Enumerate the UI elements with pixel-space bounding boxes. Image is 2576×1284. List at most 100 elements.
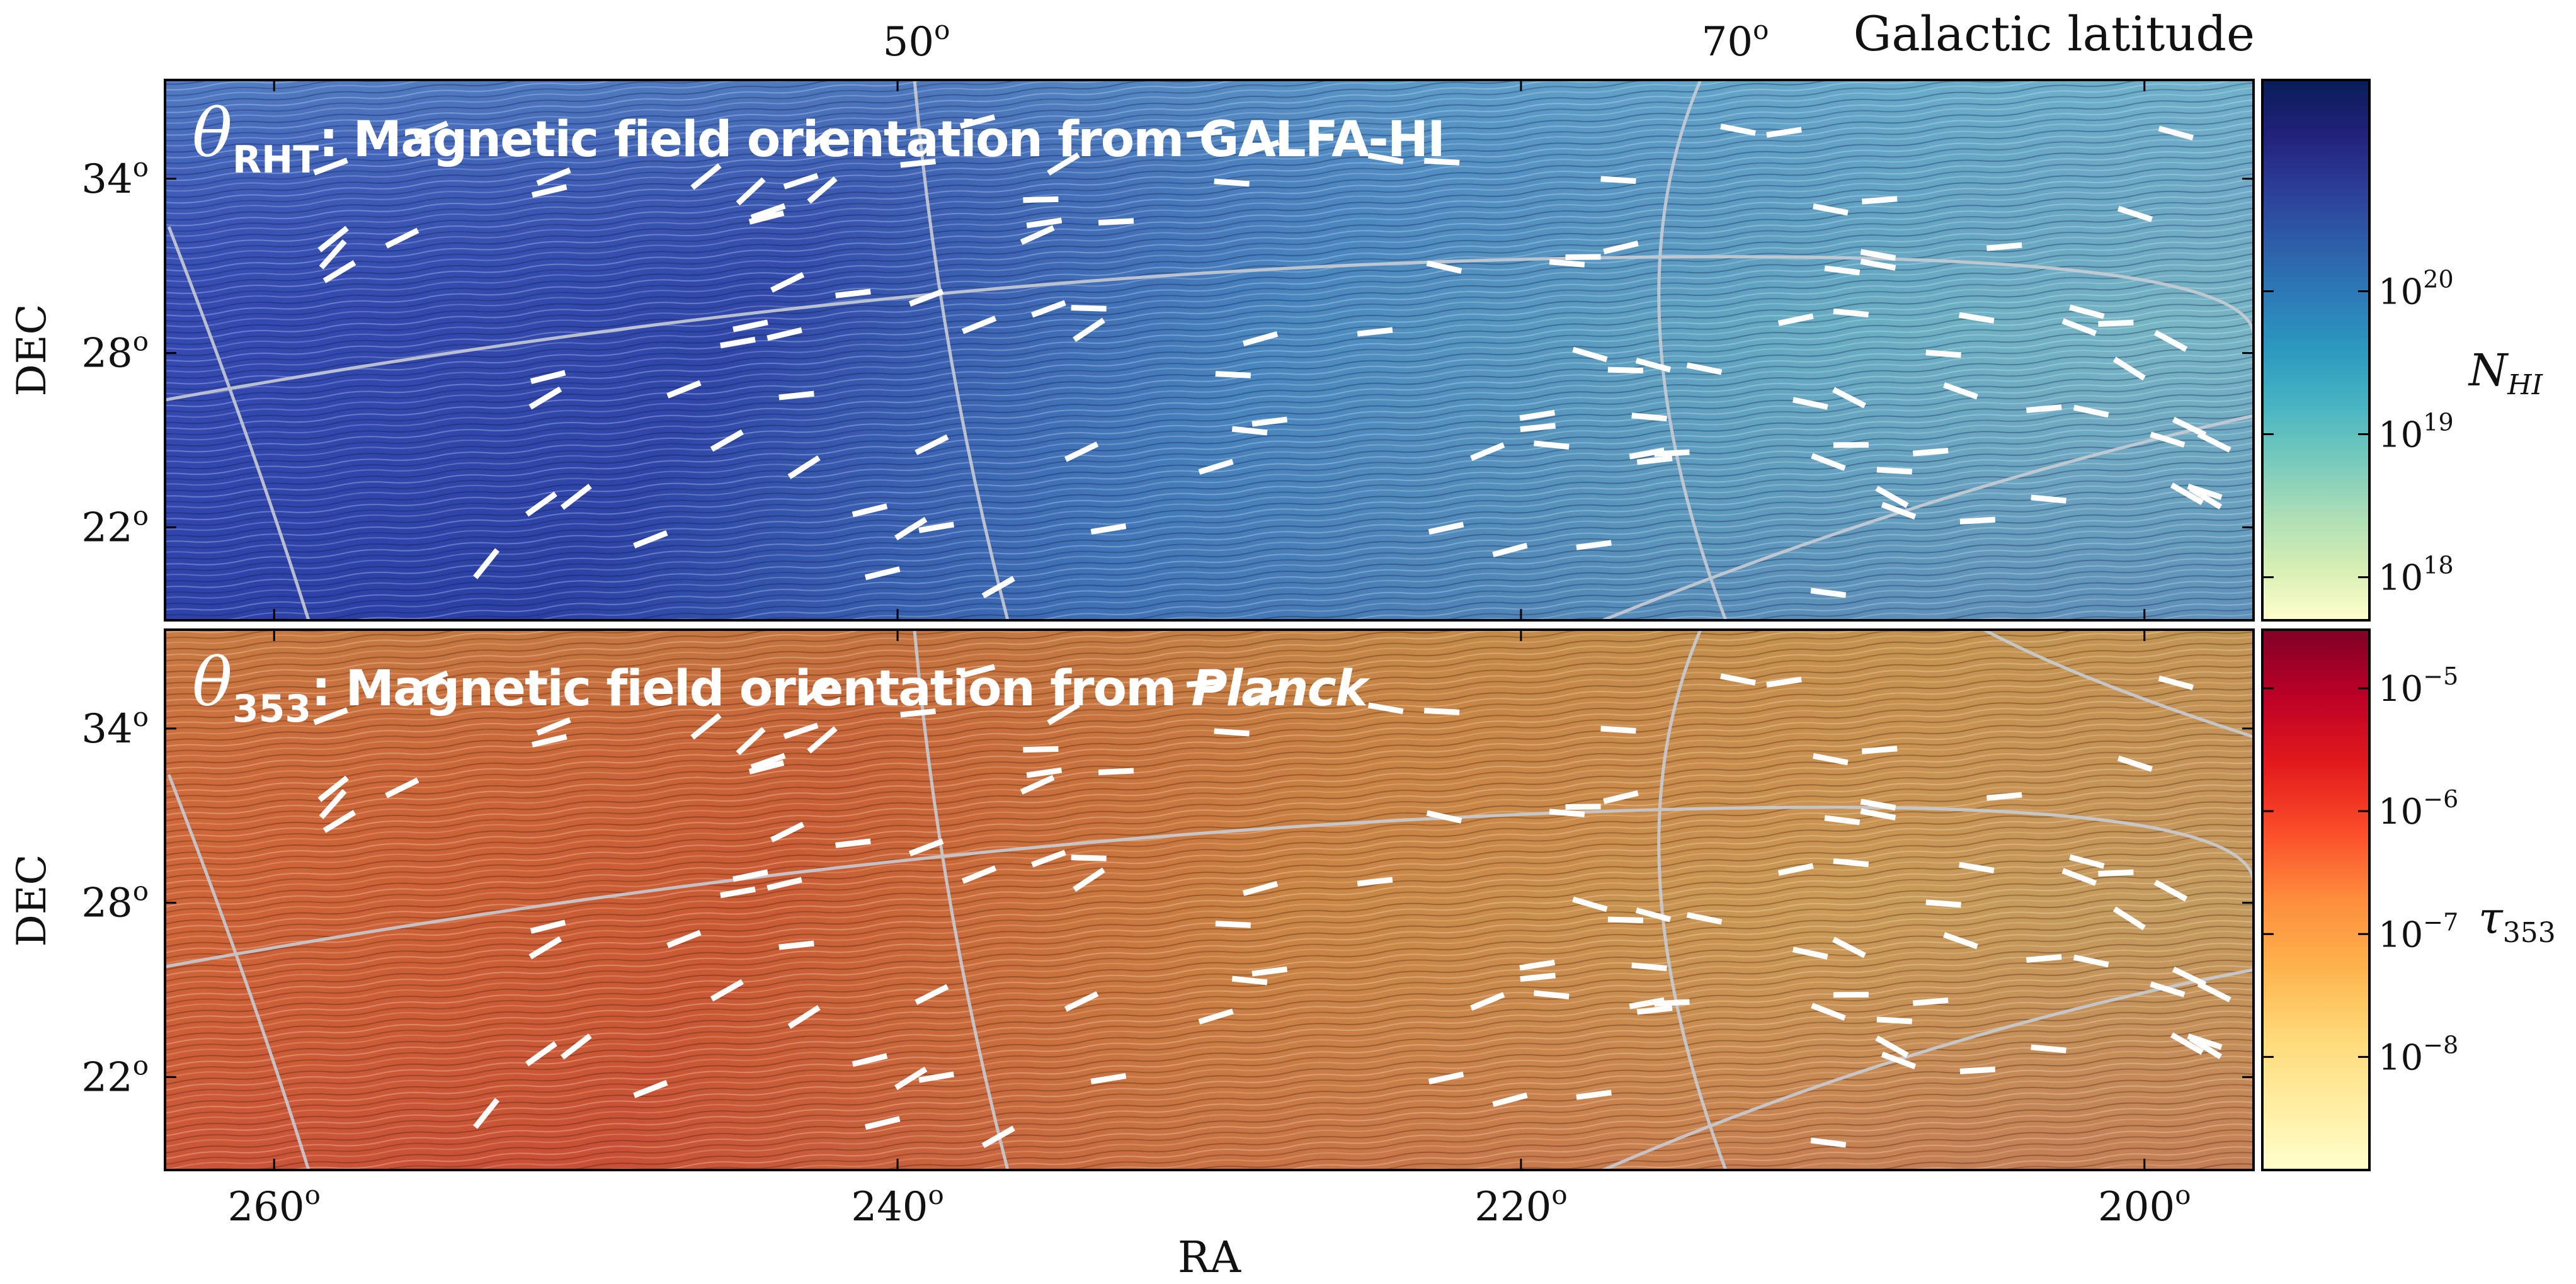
- polarization-segment: [1912, 997, 1949, 1006]
- polarization-segment: [2189, 1036, 2223, 1059]
- polarization-segment: [736, 177, 766, 206]
- polarization-segment: [1986, 242, 2022, 251]
- polarization-segment: [1071, 855, 1107, 861]
- bottom-colorbar-ticks: 10−5 10−6 10−7 10−8: [2262, 662, 2458, 1078]
- polarization-segment: [1832, 936, 1866, 958]
- polarization-segment: [536, 168, 571, 186]
- polarization-segment: [2170, 482, 2204, 506]
- polarization-segment: [900, 158, 936, 168]
- polarization-segment: [317, 775, 349, 802]
- polarization-segment: [319, 789, 347, 819]
- polarization-segment: [1098, 768, 1134, 776]
- polarization-segment: [1572, 896, 1608, 912]
- polarization-segment: [732, 319, 768, 332]
- polarization-segment: [1071, 305, 1107, 312]
- polarization-segment: [2172, 417, 2207, 438]
- polarization-segment: [1520, 972, 1556, 982]
- polarization-segment: [981, 1125, 1015, 1149]
- bottom-polarization-segments: [313, 664, 2231, 1149]
- polarization-segment: [2026, 954, 2062, 963]
- polarization-segment: [1629, 447, 1665, 460]
- polarization-segment: [1875, 486, 1909, 508]
- polarization-segment: [690, 713, 722, 740]
- polarization-segment: [1811, 1003, 1846, 1021]
- polarization-segment: [1766, 127, 1802, 138]
- polarization-segment: [2061, 868, 2097, 886]
- polarization-segment: [413, 670, 448, 690]
- polarization-segment: [1686, 362, 1723, 375]
- polarization-segment: [1426, 260, 1462, 274]
- polarization-segment: [1214, 178, 1250, 187]
- polarization-segment: [1428, 521, 1464, 535]
- y-tick-label: 28o: [81, 326, 149, 377]
- polarization-segment: [1811, 453, 1846, 471]
- polarization-segment: [1090, 523, 1127, 535]
- polarization-segment: [1534, 440, 1570, 450]
- polarization-segment: [1572, 346, 1608, 363]
- polarization-segment: [1813, 203, 1849, 216]
- colorbar-tick-label: 1019: [2378, 409, 2454, 456]
- top-colorbar-gradient: [2262, 80, 2369, 620]
- top-panel: θRHT: Magnetic field orientation from GA…: [9, 79, 2255, 622]
- polarization-segment: [710, 429, 744, 452]
- polarization-segment: [530, 370, 566, 384]
- polarization-segment: [1064, 991, 1099, 1012]
- polarization-segment: [1876, 1016, 1913, 1025]
- polarization-segment: [525, 491, 557, 517]
- polarization-segment: [322, 260, 356, 283]
- polarization-segment: [1231, 426, 1268, 436]
- polarization-segment: [1861, 746, 1898, 754]
- polarization-segment: [2031, 494, 2066, 504]
- polarization-segment: [1876, 467, 1913, 475]
- polarization-segment: [2112, 906, 2146, 931]
- polarization-segment: [1833, 308, 1869, 318]
- y-tick-label: 34o: [81, 152, 149, 203]
- polarization-segment: [1600, 725, 1636, 734]
- polarization-segment: [1520, 423, 1556, 433]
- polarization-segment: [1635, 907, 1672, 923]
- galactic-latitude-label: Galactic latitude: [1854, 6, 2255, 62]
- polarization-segment: [1047, 702, 1080, 725]
- polarization-segment: [778, 940, 814, 950]
- polarization-segment: [1600, 176, 1636, 185]
- colorbar-tick-label: 1018: [2378, 552, 2454, 599]
- bottom-panel-frame: [164, 628, 2255, 1171]
- polarization-segment: [1534, 990, 1570, 999]
- top-x-ticks: [273, 80, 2146, 620]
- y-tick-label: 22o: [81, 1050, 149, 1101]
- top-galactic-grid: [165, 80, 2254, 620]
- y-tick-label: 28o: [81, 876, 149, 927]
- colorbar-tick-label: 1020: [2378, 265, 2454, 312]
- polarization-segment: [1636, 455, 1673, 465]
- polarization-segment: [313, 157, 348, 176]
- polarization-segment: [1925, 349, 1961, 358]
- colorbar-tick-label: 10−7: [2378, 908, 2458, 955]
- polarization-segment: [531, 184, 567, 198]
- polarization-segment: [1251, 966, 1288, 977]
- polarization-segment: [1244, 139, 1280, 156]
- polarization-segment: [1519, 409, 1556, 421]
- polarization-segment: [1198, 1008, 1234, 1025]
- top-colorbar-label: NHI: [2468, 344, 2544, 401]
- polarization-segment: [1860, 808, 1896, 821]
- polarization-segment: [528, 936, 562, 960]
- top-colorbar-frame: [2261, 79, 2371, 622]
- polarization-segment: [961, 315, 997, 334]
- polarization-segment: [317, 225, 349, 253]
- polarization-segment: [1792, 946, 1828, 960]
- bottom-y-ticks: 22o 28o 34o: [81, 702, 2254, 1101]
- polarization-segment: [2098, 869, 2134, 877]
- polarization-segment: [807, 726, 838, 754]
- polarization-segment: [736, 727, 766, 756]
- polarization-segment: [1428, 1071, 1464, 1085]
- polarization-segment: [1492, 1092, 1528, 1108]
- polarization-segment: [1073, 867, 1105, 892]
- polarization-segment: [1925, 899, 1961, 908]
- polarization-segment: [1026, 767, 1063, 778]
- polarization-segment: [2026, 404, 2062, 413]
- polarization-segment: [528, 386, 562, 410]
- bottom-galactic-grid: [165, 630, 2254, 1170]
- polarization-segment: [1367, 702, 1404, 715]
- polarization-segment: [835, 288, 871, 298]
- polarization-segment: [1186, 678, 1222, 688]
